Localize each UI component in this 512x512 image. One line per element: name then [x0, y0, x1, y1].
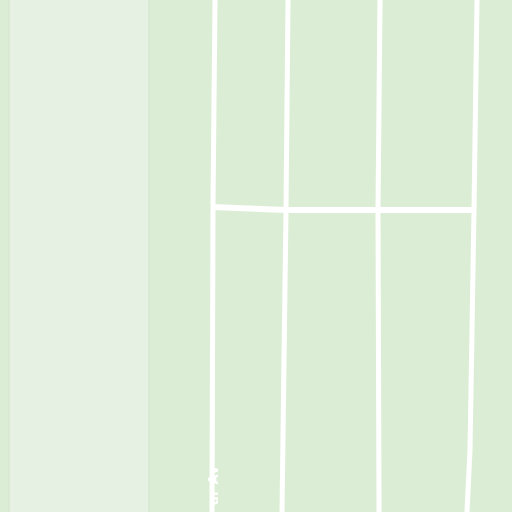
avenue-label: ar Av [207, 465, 222, 505]
street-vertical-2[interactable] [375, 0, 383, 512]
park-strip [9, 0, 149, 512]
street-vertical-3[interactable] [464, 0, 480, 512]
road-network [209, 0, 480, 512]
avenue-road[interactable] [209, 0, 218, 512]
street-horizontal-1[interactable] [211, 204, 474, 213]
